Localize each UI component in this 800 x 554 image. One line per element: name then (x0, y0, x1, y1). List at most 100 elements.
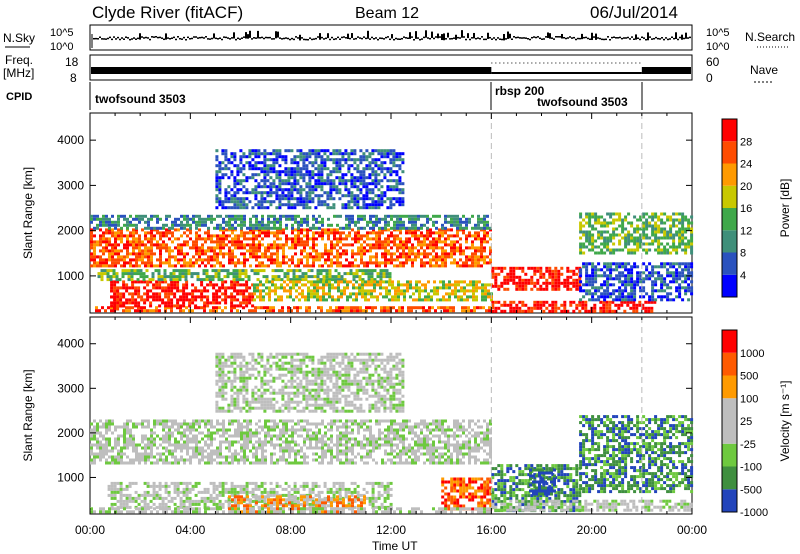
heatmap-cell (263, 179, 267, 183)
heatmap-cell (189, 246, 192, 250)
heatmap-cell (441, 240, 444, 244)
heatmap-cell (230, 280, 234, 284)
heatmap-cell (349, 280, 352, 284)
heatmap-cell (248, 191, 252, 195)
heatmap-cell (257, 149, 261, 153)
heatmap-cell (261, 223, 264, 227)
nsky-bar (371, 36, 373, 39)
heatmap-cell (672, 280, 676, 284)
heatmap-cell (432, 223, 435, 227)
heatmap-cell (361, 272, 365, 276)
heatmap-cell (294, 220, 297, 224)
heatmap-cell (663, 277, 667, 281)
heatmap-cell (164, 301, 168, 305)
heatmap-cell (306, 252, 309, 256)
heatmap-cell (244, 272, 248, 276)
heatmap-cell (312, 217, 315, 221)
heatmap-cell (114, 246, 117, 250)
heatmap-cell (420, 214, 423, 218)
heatmap-cell (257, 182, 261, 186)
heatmap-cell (114, 223, 117, 227)
heatmap-cell (317, 179, 321, 183)
heatmap-cell (102, 437, 105, 441)
heatmap-cell (360, 258, 363, 262)
heatmap-cell (222, 237, 225, 241)
heatmap-cell (276, 217, 279, 221)
heatmap-cell (295, 275, 299, 279)
heatmap-cell (322, 286, 325, 290)
heatmap-cell (588, 298, 592, 302)
heatmap-cell (269, 182, 273, 186)
heatmap-cell (374, 182, 378, 186)
heatmap-cell (304, 275, 308, 279)
heatmap-cell (267, 234, 270, 238)
heatmap-cell (663, 221, 667, 225)
heatmap-cell (308, 173, 312, 177)
heatmap-cell (678, 230, 682, 234)
heatmap-cell (426, 252, 429, 256)
heatmap-cell (326, 203, 330, 207)
nsky-bar (167, 37, 169, 39)
heatmap-cell (277, 275, 281, 279)
heatmap-cell (117, 261, 120, 265)
heatmap-cell (291, 223, 294, 227)
heatmap-cell (195, 223, 198, 227)
heatmap-cell (326, 197, 330, 201)
heatmap-cell (415, 298, 418, 302)
heatmap-cell (224, 206, 228, 210)
nsky-bar (199, 36, 201, 39)
heatmap-cell (375, 240, 378, 244)
heatmap-cell (323, 152, 327, 156)
heatmap-cell (369, 243, 372, 247)
heatmap-cell (414, 217, 417, 221)
heatmap-cell (207, 246, 210, 250)
heatmap-cell (381, 252, 384, 256)
heatmap-cell (357, 217, 360, 221)
heatmap-cell (239, 289, 243, 293)
heatmap-cell (345, 237, 348, 241)
heatmap-cell (650, 300, 654, 304)
heatmap-cell (380, 149, 384, 153)
heatmap-cell (600, 230, 604, 234)
heatmap-cell (105, 449, 108, 453)
heatmap-cell (215, 149, 219, 153)
heatmap-cell (483, 237, 486, 241)
heatmap-cell (253, 289, 256, 293)
heatmap-cell (657, 227, 661, 231)
heatmap-cell (322, 298, 325, 302)
nsky-bar (187, 36, 189, 39)
heatmap-cell (645, 224, 649, 228)
heatmap-cell (198, 255, 201, 259)
heatmap-cell (205, 275, 209, 279)
heatmap-cell (191, 292, 195, 296)
heatmap-cell (177, 237, 180, 241)
heatmap-cell (627, 283, 631, 287)
heatmap-cell (588, 236, 592, 240)
heatmap-cell (189, 258, 192, 262)
heatmap-cell (351, 249, 354, 253)
heatmap-cell (361, 269, 365, 273)
heatmap-cell (308, 152, 312, 156)
heatmap-cell (477, 237, 480, 241)
heatmap-cell (278, 200, 282, 204)
heatmap-cell (314, 182, 318, 186)
heatmap-cell (572, 269, 576, 273)
heatmap-cell (219, 252, 222, 256)
heatmap-cell (509, 278, 513, 282)
heatmap-cell (290, 185, 294, 189)
heatmap-cell (332, 197, 336, 201)
heatmap-cell (218, 185, 222, 189)
heatmap-cell (581, 306, 585, 310)
heatmap-cell (126, 443, 129, 447)
heatmap-cell (344, 203, 348, 207)
heatmap-cell (221, 167, 225, 171)
heatmap-cell (429, 246, 432, 250)
heatmap-cell (681, 236, 685, 240)
heatmap-cell (183, 258, 186, 262)
heatmap-cell (364, 280, 367, 284)
heatmap-cell (266, 185, 270, 189)
heatmap-cell (123, 264, 126, 268)
heatmap-cell (406, 283, 409, 287)
heatmap-cell (134, 304, 138, 308)
heatmap-cell (150, 261, 153, 265)
